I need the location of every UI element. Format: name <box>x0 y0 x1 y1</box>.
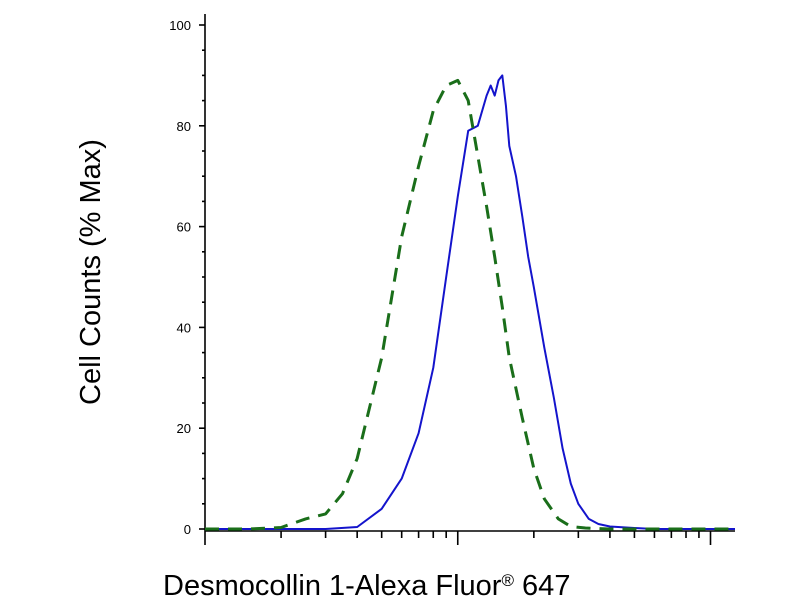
series-line-dashed <box>205 78 735 531</box>
y-tick-label: 80 <box>177 119 191 134</box>
y-tick-label: 40 <box>177 320 191 335</box>
x-axis-title: Desmocollin 1-Alexa Fluor® 647 <box>163 570 570 600</box>
y-axis: 0 20 40 60 80 100 <box>169 14 206 537</box>
x-axis-title-superscript: ® <box>501 571 514 590</box>
y-tick-label: 100 <box>169 18 191 33</box>
x-axis <box>204 530 735 545</box>
y-tick-label: 20 <box>177 421 191 436</box>
series-layer <box>205 74 735 531</box>
x-axis-title-suffix: 647 <box>514 570 570 600</box>
x-axis-title-main: Desmocollin 1-Alexa Fluor <box>163 570 502 600</box>
y-axis-title: Cell Counts (% Max) <box>75 139 107 405</box>
series-line-solid <box>205 74 735 530</box>
y-tick-label: 0 <box>184 522 191 537</box>
y-tick-label: 60 <box>177 220 191 235</box>
